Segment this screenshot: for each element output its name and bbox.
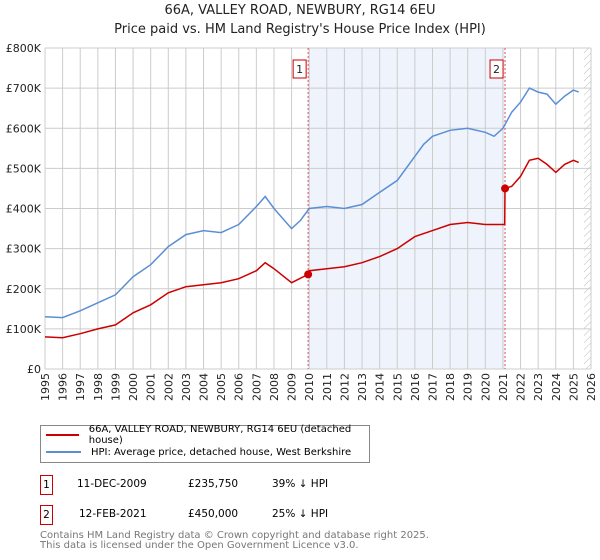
- x-tick-label: 2023: [532, 373, 545, 401]
- sale-point: [304, 270, 313, 279]
- x-tick-label: 2013: [356, 373, 369, 401]
- x-tick-label: 1999: [109, 373, 122, 401]
- x-tick-label: 2025: [567, 373, 580, 401]
- x-tick-label: 2007: [250, 373, 263, 401]
- footer-line: This data is licensed under the Open Gov…: [40, 540, 359, 551]
- x-tick-label: 2024: [550, 373, 563, 401]
- y-tick-label: £300K: [6, 243, 42, 256]
- x-tick-label: 1998: [92, 373, 105, 401]
- x-tick-label: 2010: [303, 373, 316, 401]
- x-tick-label: 2026: [585, 373, 598, 401]
- x-tick-label: 2009: [286, 373, 299, 401]
- legend-label: HPI: Average price, detached house, West…: [91, 446, 352, 458]
- legend-label: 66A, VALLEY ROAD, NEWBURY, RG14 6EU (det…: [88, 424, 352, 446]
- x-tick-label: 1995: [39, 373, 52, 401]
- x-tick-label: 2003: [180, 373, 193, 401]
- chart-subtitle: Price paid vs. HM Land Registry's House …: [114, 22, 486, 37]
- x-tick-label: 2004: [198, 373, 211, 401]
- y-tick-label: £400K: [6, 203, 42, 216]
- sale-row: 1 11-DEC-2009 £235,750 39% ↓ HPI: [40, 475, 440, 495]
- y-tick-label: £0: [27, 363, 41, 376]
- sale-price: £235,750: [188, 478, 239, 490]
- sale-badge: 2: [40, 505, 53, 525]
- sale-label-box: [292, 59, 307, 79]
- x-tick-label: 2020: [479, 373, 492, 401]
- x-tick-label: 2012: [338, 373, 351, 401]
- sale-row: 2 12-FEB-2021 £450,000 25% ↓ HPI: [40, 505, 440, 525]
- x-tick-label: 2017: [426, 373, 439, 401]
- y-tick-label: £800K: [6, 42, 42, 55]
- chart-title: 66A, VALLEY ROAD, NEWBURY, RG14 6EU: [164, 3, 436, 18]
- price-line: [44, 157, 579, 339]
- x-tick-label: 2000: [127, 373, 140, 401]
- sale-label: 2: [493, 63, 500, 76]
- x-tick-label: 2011: [321, 373, 334, 401]
- x-tick-label: 2002: [162, 373, 175, 401]
- y-tick-label: £100K: [6, 323, 42, 336]
- sale-label: 1: [296, 63, 303, 76]
- x-tick-label: 2018: [444, 373, 457, 401]
- x-tick-label: 2001: [145, 373, 158, 401]
- sale-badge: 1: [40, 475, 53, 495]
- sale-date: 12-FEB-2021: [79, 508, 147, 520]
- y-tick-label: £500K: [6, 162, 42, 175]
- hpi-line: [44, 87, 579, 319]
- x-tick-label: 1997: [74, 373, 87, 401]
- x-tick-label: 2005: [215, 373, 228, 401]
- sale-hpi: 39% ↓ HPI: [272, 478, 329, 490]
- sale-point: [501, 184, 510, 193]
- x-tick-label: 2008: [268, 373, 281, 401]
- y-tick-label: £600K: [6, 122, 42, 135]
- sale-hpi: 25% ↓ HPI: [272, 508, 329, 520]
- x-tick-label: 1996: [57, 373, 70, 401]
- sale-price: £450,000: [188, 508, 239, 520]
- sale-label-box: [489, 59, 504, 79]
- y-tick-label: £700K: [6, 82, 42, 95]
- chart: 1995 1996 1997 1998 1999 2000 2001 2002 2003 2004…: [6, 42, 598, 401]
- sale-date: 11-DEC-2009: [77, 478, 147, 490]
- x-tick-label: 2015: [391, 373, 404, 401]
- legend: 66A, VALLEY ROAD, NEWBURY, RG14 6EU (det…: [40, 424, 370, 463]
- x-tick-label: 2014: [374, 373, 387, 401]
- x-tick-label: 2021: [497, 373, 510, 401]
- x-tick-label: 2016: [409, 373, 422, 401]
- legend-item-hpi: HPI: Average price, detached house, West…: [41, 444, 351, 460]
- x-tick-label: 2019: [462, 373, 475, 401]
- x-tick-label: 2006: [233, 373, 246, 401]
- legend-item-property: 66A, VALLEY ROAD, NEWBURY, RG14 6EU (det…: [41, 424, 369, 446]
- x-tick-label: 2022: [515, 373, 528, 401]
- y-tick-label: £200K: [6, 283, 42, 296]
- footer-line: Contains HM Land Registry data © Crown c…: [40, 530, 429, 541]
- footer: Contains HM Land Registry data © Crown c…: [40, 531, 429, 551]
